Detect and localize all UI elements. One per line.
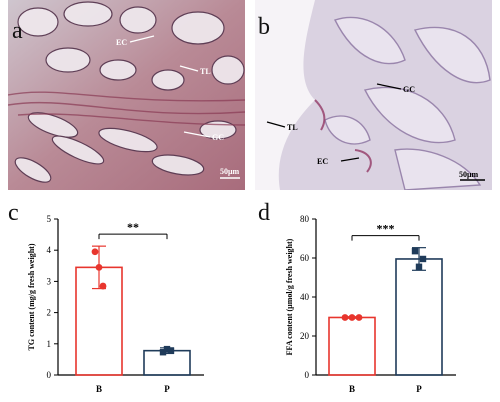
label-gc-a: GC (212, 133, 224, 142)
y-tick-label: 4 (47, 245, 52, 255)
bar-B (328, 316, 376, 376)
category-label-B: B (349, 384, 355, 394)
category-label-B: B (96, 384, 102, 394)
panel-letter-d: d (258, 200, 270, 226)
data-point-B (341, 314, 349, 321)
data-point-B (348, 314, 356, 321)
data-point-B (91, 248, 99, 256)
scalebar-label-b: 50μm (459, 170, 479, 179)
bar-P (395, 258, 443, 376)
data-point-B (99, 282, 107, 290)
y-tick-label: 40 (300, 292, 310, 302)
panel-letter-c: c (8, 200, 19, 226)
y-tick-label: 3 (47, 276, 52, 286)
bar-P (143, 349, 191, 376)
y-tick-label: 1 (47, 339, 52, 349)
category-label-P: P (416, 384, 422, 394)
y-tick-label: 0 (47, 370, 52, 380)
label-ec-a: EC (116, 38, 127, 47)
data-point-P (167, 347, 175, 354)
y-tick-label: 0 (305, 370, 310, 380)
y-tick-label: 20 (300, 331, 310, 341)
y-axis-title: FFA content (μmol/g fresh weight) (285, 238, 294, 355)
y-tick-label: 60 (300, 253, 310, 263)
chart-ffa-content: 0 20 40 60 80 FFA content (μmol/g fresh weigh… (285, 214, 456, 394)
arrow-tl-b (266, 121, 286, 128)
data-point-P (159, 349, 167, 356)
data-point-P (419, 255, 427, 263)
significance-label: *** (377, 222, 395, 236)
label-tl-b: TL (287, 123, 298, 132)
significance-label: ** (127, 220, 139, 234)
arrow-gc-a (183, 131, 211, 138)
arrow-ec-b (340, 157, 360, 162)
data-point-P (163, 345, 171, 353)
y-tick-label: 2 (47, 308, 52, 318)
label-ec-b: EC (317, 157, 328, 166)
panel-letter-b: b (258, 14, 270, 40)
y-axis-title: TG content (mg/g fresh weight) (27, 243, 36, 350)
panel-b-annotations: GC TL EC 50μm (266, 83, 485, 181)
arrow-tl-a (179, 65, 199, 72)
panel-a-annotations: EC TL GC 50μm (116, 35, 240, 179)
scalebar-label-a: 50μm (220, 167, 240, 176)
data-point-B (355, 314, 363, 321)
chart-tg-content: 0 1 2 3 4 5 TG content (mg/g fresh weight) B P ** (27, 214, 204, 394)
y-tick-label: 5 (47, 214, 52, 224)
data-point-B (95, 263, 103, 271)
histology-image-a (8, 0, 245, 190)
y-tick-label: 80 (300, 214, 310, 224)
arrow-gc-b (376, 83, 402, 90)
label-gc-b: GC (403, 85, 415, 94)
category-label-P: P (164, 384, 170, 394)
histology-image-b (255, 0, 492, 190)
label-tl-a: TL (200, 67, 211, 76)
panel-letter-a: a (12, 18, 23, 44)
data-point-P (415, 263, 423, 270)
data-point-P (411, 247, 419, 255)
arrow-ec-a (129, 35, 155, 43)
